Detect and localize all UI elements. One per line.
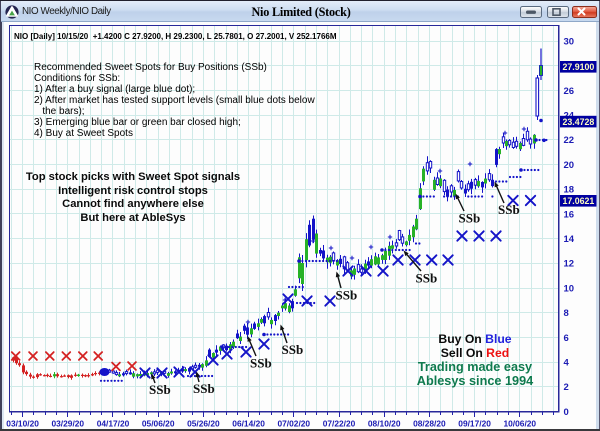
svg-text:22: 22 [564, 135, 575, 146]
svg-text:09/17/20: 09/17/20 [458, 419, 491, 429]
svg-text:14: 14 [564, 234, 575, 245]
svg-text:20: 20 [564, 160, 575, 171]
svg-text:30: 30 [564, 36, 575, 47]
svg-text:06/14/20: 06/14/20 [232, 419, 265, 429]
svg-text:SSb: SSb [149, 382, 171, 397]
svg-text:10: 10 [564, 283, 575, 294]
svg-text:27.9100: 27.9100 [563, 62, 595, 72]
svg-text:SSb: SSb [459, 211, 481, 226]
svg-text:10/06/20: 10/06/20 [503, 419, 536, 429]
svg-text:SSb: SSb [498, 202, 520, 217]
svg-text:07/02/20: 07/02/20 [277, 419, 310, 429]
svg-text:05/26/20: 05/26/20 [187, 419, 220, 429]
svg-text:8: 8 [564, 308, 569, 319]
svg-text:SSb: SSb [416, 271, 438, 286]
svg-text:23.4728: 23.4728 [563, 117, 595, 127]
svg-text:SSb: SSb [336, 288, 358, 303]
svg-text:04/17/20: 04/17/20 [97, 419, 130, 429]
svg-text:4: 4 [564, 358, 570, 369]
svg-text:18: 18 [564, 185, 575, 196]
svg-text:03/10/20: 03/10/20 [6, 419, 39, 429]
svg-text:03/29/20: 03/29/20 [51, 419, 84, 429]
svg-text:08/28/20: 08/28/20 [413, 419, 446, 429]
svg-text:2: 2 [564, 382, 569, 393]
svg-text:17.0621: 17.0621 [563, 196, 595, 206]
svg-text:12: 12 [564, 259, 575, 270]
svg-text:SSb: SSb [193, 381, 215, 396]
svg-text:16: 16 [564, 209, 575, 220]
svg-text:SSb: SSb [282, 342, 304, 357]
svg-text:05/06/20: 05/06/20 [142, 419, 175, 429]
svg-text:0: 0 [564, 407, 569, 418]
svg-text:6: 6 [564, 333, 569, 344]
svg-text:07/22/20: 07/22/20 [323, 419, 356, 429]
svg-text:26: 26 [564, 86, 575, 97]
svg-text:SSb: SSb [250, 356, 272, 371]
svg-text:08/10/20: 08/10/20 [368, 419, 401, 429]
